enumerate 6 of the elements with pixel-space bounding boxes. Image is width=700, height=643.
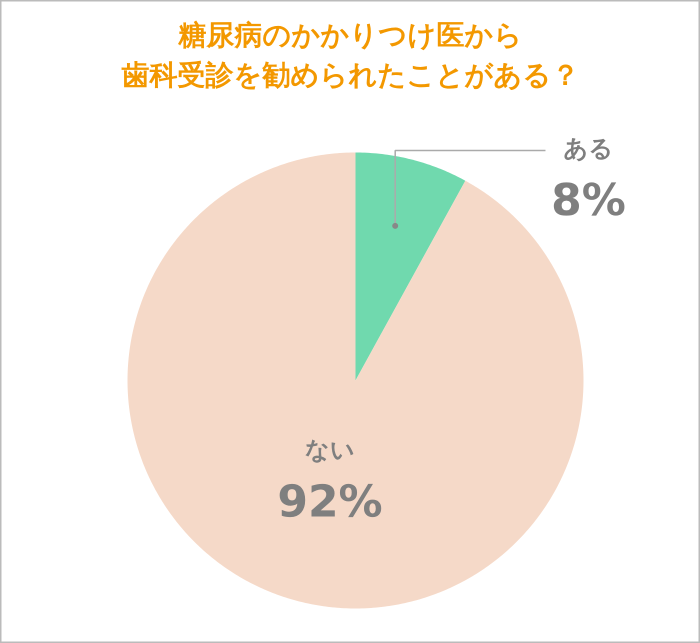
data-label: 92%	[277, 476, 383, 528]
slice-label: ある	[564, 134, 614, 162]
chart-title: 糖尿病のかかりつけ医から	[178, 18, 522, 52]
slice-label: ない	[304, 436, 355, 464]
data-label: 8%	[551, 175, 626, 226]
chart-subtitle: 歯科受診を勧められたことがある？	[120, 58, 580, 92]
